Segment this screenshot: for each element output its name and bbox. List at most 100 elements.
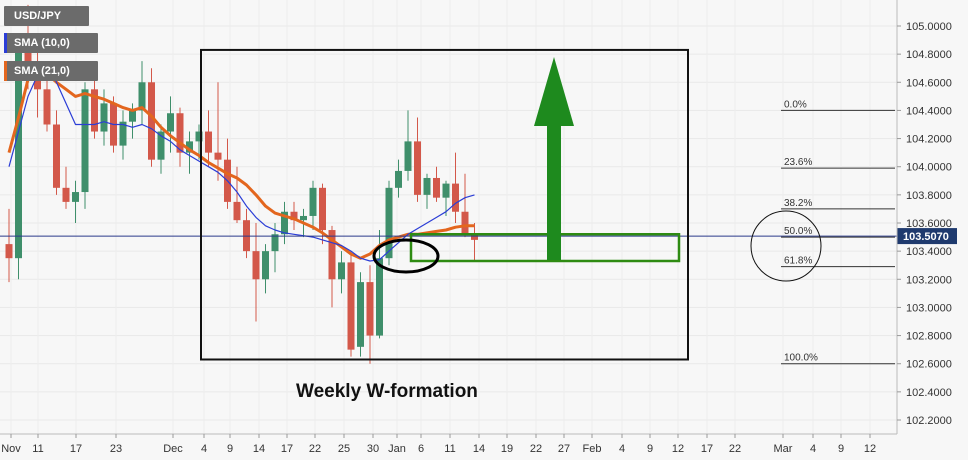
fib-level-label: 100.0% bbox=[784, 353, 818, 364]
candle-body bbox=[414, 141, 421, 195]
y-tick-label: 104.8000 bbox=[906, 49, 952, 61]
candle-body bbox=[433, 177, 440, 198]
price-badge bbox=[897, 228, 957, 245]
x-tick-label: Dec bbox=[163, 443, 183, 455]
support-zone bbox=[409, 233, 681, 263]
candle-body bbox=[252, 251, 260, 280]
legend-sma-fast-label: SMA (10,0) bbox=[14, 37, 70, 49]
x-tick-label: 6 bbox=[418, 443, 424, 455]
candle-body bbox=[471, 234, 478, 240]
candle-body bbox=[119, 121, 127, 146]
candle-body bbox=[148, 82, 155, 160]
candle-body bbox=[300, 215, 307, 221]
candle-body bbox=[461, 211, 469, 235]
x-tick-label: 14 bbox=[473, 443, 485, 455]
fib-level-label: 38.2% bbox=[784, 198, 812, 209]
fib-circle bbox=[750, 210, 822, 282]
x-tick-label: Jan bbox=[388, 443, 406, 455]
w-bottom-ellipse bbox=[372, 238, 440, 274]
x-tick-label: 30 bbox=[367, 443, 379, 455]
x-tick-label: Feb bbox=[583, 443, 602, 455]
x-tick-label: 14 bbox=[253, 443, 265, 455]
candle-body bbox=[5, 244, 13, 259]
candle-body bbox=[62, 187, 70, 202]
candle-body bbox=[452, 183, 459, 212]
x-tick-label: 19 bbox=[501, 443, 513, 455]
candle-body bbox=[262, 251, 269, 280]
x-tick-label: 17 bbox=[70, 443, 82, 455]
legend-sma-fast[interactable]: SMA (10,0) bbox=[4, 33, 98, 53]
candle-body bbox=[100, 103, 108, 132]
candle-body bbox=[129, 110, 136, 122]
candle-body bbox=[376, 258, 383, 336]
fib-level-label: 23.6% bbox=[784, 157, 812, 168]
x-tick-label: 27 bbox=[558, 443, 570, 455]
x-tick-label: 4 bbox=[201, 443, 207, 455]
candle-body bbox=[366, 282, 374, 336]
x-tick-label: 4 bbox=[810, 443, 816, 455]
sma-slow-line bbox=[7, 66, 475, 260]
candle-body bbox=[72, 192, 79, 202]
candle-body bbox=[309, 187, 317, 216]
candle-body bbox=[442, 183, 450, 198]
x-tick-label: 12 bbox=[672, 443, 684, 455]
candle-body bbox=[205, 131, 212, 153]
legend-sma-slow-label: SMA (21,0) bbox=[14, 65, 70, 77]
sma-fast-swatch bbox=[4, 33, 7, 53]
x-tick-label: 17 bbox=[281, 443, 293, 455]
x-tick-label: 17 bbox=[701, 443, 713, 455]
legend-symbol[interactable]: USD/JPY bbox=[4, 6, 90, 26]
candle-body bbox=[195, 131, 203, 142]
grid bbox=[0, 25, 897, 421]
x-tick-label: 25 bbox=[338, 443, 350, 455]
y-tick-label: 104.2000 bbox=[906, 134, 952, 146]
candle-body bbox=[328, 230, 336, 280]
annotation-title: Weekly W-formation bbox=[296, 381, 478, 402]
y-tick-label: 103.4000 bbox=[906, 246, 952, 258]
candle-body bbox=[81, 89, 89, 193]
candle-body bbox=[167, 113, 174, 132]
x-axis: Nov 11 17 23 Dec 4 9 14 17 22 25 30 Jan 6 11 14 19 22 27 Fe… bbox=[1, 434, 876, 455]
y-tick-label: 103.2000 bbox=[906, 274, 952, 286]
y-tick-label: 102.4000 bbox=[906, 387, 952, 399]
y-tick-label: 104.0000 bbox=[906, 162, 952, 174]
price-badge-label: 103.5070 bbox=[903, 231, 949, 243]
candle-body bbox=[271, 234, 279, 252]
candle-body bbox=[214, 152, 222, 160]
candle-body bbox=[91, 89, 98, 132]
x-tick-label: 12 bbox=[864, 443, 876, 455]
fibonacci-levels: 0.0% 23.6% 38.2% 50.0% 61.8% 100.0% bbox=[781, 99, 895, 365]
candle-body bbox=[357, 282, 364, 347]
candle-body bbox=[385, 187, 393, 259]
candle-body bbox=[338, 262, 345, 280]
candle-body bbox=[43, 89, 51, 125]
x-tick-label: 22 bbox=[530, 443, 542, 455]
candle-body bbox=[347, 262, 355, 350]
candle-body bbox=[233, 201, 241, 221]
sma-fast-line bbox=[8, 64, 475, 262]
legend-sma-slow[interactable]: SMA (21,0) bbox=[4, 61, 98, 81]
x-tick-label: 23 bbox=[110, 443, 122, 455]
x-tick-label: 4 bbox=[619, 443, 625, 455]
x-tick-label: 11 bbox=[32, 443, 43, 455]
candle-body bbox=[290, 211, 298, 221]
y-tick-label: 105.0000 bbox=[906, 21, 952, 33]
x-tick-label: 9 bbox=[647, 443, 653, 455]
y-axis: 105.0000 104.8000 104.6000 104.4000 104.2000… bbox=[0, 0, 952, 435]
fib-level-label: 50.0% bbox=[784, 226, 812, 237]
y-tick-label: 103.0000 bbox=[906, 302, 952, 314]
candle-body bbox=[281, 211, 288, 235]
y-tick-label: 103.8000 bbox=[906, 190, 952, 202]
candle-body bbox=[423, 177, 431, 195]
range-box bbox=[200, 48, 689, 361]
y-tick-label: 103.6000 bbox=[906, 218, 952, 230]
fib-level-label: 0.0% bbox=[784, 99, 807, 110]
x-tick-label: 9 bbox=[227, 443, 233, 455]
y-tick-label: 102.8000 bbox=[906, 331, 952, 343]
y-tick-label: 102.6000 bbox=[906, 359, 952, 371]
target-arrow-shaft bbox=[547, 124, 561, 260]
candle-body bbox=[395, 170, 402, 188]
x-tick-label: Mar bbox=[774, 443, 793, 455]
